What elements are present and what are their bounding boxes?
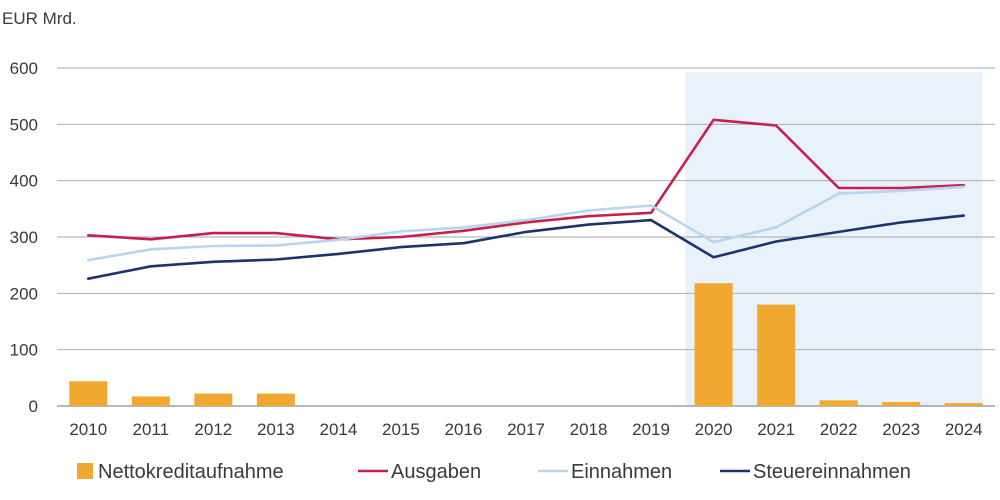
x-tick-label: 2017 — [507, 420, 545, 439]
line-ausgaben — [87, 118, 966, 241]
bar-2020 — [694, 283, 733, 406]
bar-2024 — [944, 403, 983, 406]
x-tick-label: 2016 — [445, 420, 483, 439]
highlight-band — [685, 72, 983, 406]
legend-label: Ausgaben — [391, 461, 481, 483]
bar-2013 — [256, 393, 295, 406]
x-tick-label: 2013 — [257, 420, 295, 439]
legend-item-ausgaben: Ausgaben — [358, 461, 481, 483]
lines — [87, 118, 966, 281]
y-tick-label: 600 — [10, 59, 38, 78]
x-tick-label: 2024 — [945, 420, 983, 439]
bar-2021 — [757, 304, 796, 406]
x-tick-label: 2022 — [820, 420, 858, 439]
x-tick-label: 2014 — [319, 420, 357, 439]
y-tick-label: 500 — [10, 115, 38, 134]
legend: Nettokreditaufnahme Ausgaben Einnahmen Steu… — [77, 461, 911, 483]
x-tick-label: 2018 — [570, 420, 608, 439]
bar-2011 — [131, 396, 170, 406]
x-tick-label: 2010 — [69, 420, 107, 439]
y-tick-label: 400 — [10, 172, 38, 191]
x-axis-ticks: 2010 2011 2012 2013 2014 2015 2016 2017 2018 2019… — [69, 420, 982, 439]
y-tick-label: 100 — [10, 341, 38, 360]
bar-2023 — [882, 402, 921, 406]
line-einnahmen — [87, 185, 966, 262]
x-tick-label: 2023 — [882, 420, 920, 439]
legend-item-einnahmen: Einnahmen — [538, 461, 672, 483]
x-tick-label: 2019 — [632, 420, 670, 439]
bar-2022 — [819, 400, 858, 406]
bar-2012 — [194, 393, 233, 406]
legend-label: Nettokreditaufnahme — [98, 461, 284, 483]
bars — [69, 283, 983, 406]
x-tick-label: 2015 — [382, 420, 420, 439]
bar-2010 — [69, 381, 108, 406]
y-tick-label: 200 — [10, 284, 38, 303]
y-tick-label: 0 — [29, 397, 38, 416]
x-tick-label: 2021 — [757, 420, 795, 439]
x-tick-label: 2012 — [194, 420, 232, 439]
legend-swatch — [77, 463, 93, 479]
legend-item-nettokreditaufnahme: Nettokreditaufnahme — [77, 461, 284, 483]
x-tick-label: 2011 — [133, 420, 170, 439]
legend-item-steuereinnahmen: Steuereinnahmen — [720, 461, 911, 483]
y-axis-ticks: 0 100 200 300 400 500 600 — [10, 59, 38, 416]
x-tick-label: 2020 — [695, 420, 733, 439]
unit-label: EUR Mrd. — [2, 9, 77, 28]
y-tick-label: 300 — [10, 228, 38, 247]
line-steuereinnahmen — [87, 214, 966, 281]
legend-label: Steuereinnahmen — [753, 461, 911, 483]
legend-label: Einnahmen — [571, 461, 672, 483]
